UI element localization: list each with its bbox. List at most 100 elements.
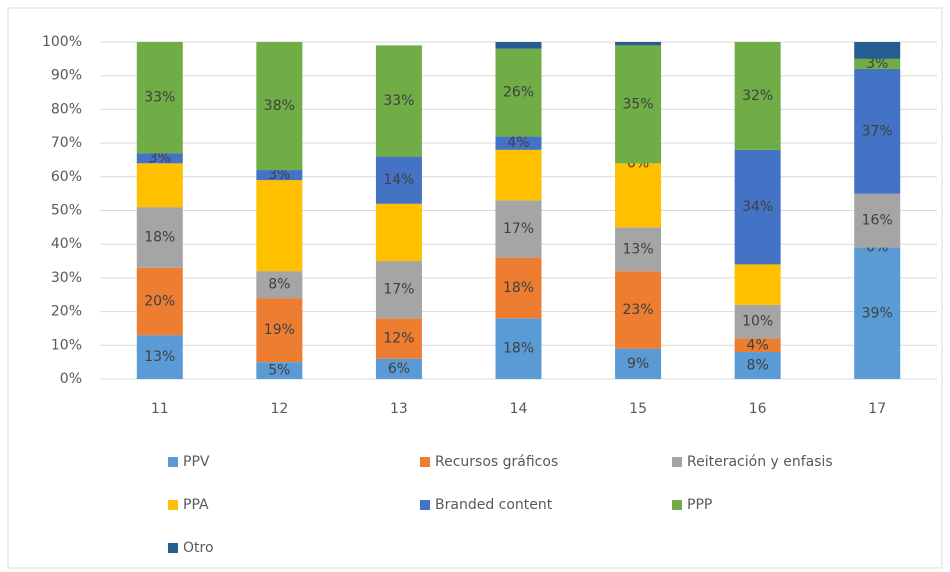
- y-tick-label: 0%: [60, 371, 82, 387]
- data-label: 8%: [268, 277, 290, 293]
- y-tick-label: 10%: [51, 337, 82, 353]
- bar-segment: [615, 348, 662, 379]
- y-tick-label: 20%: [51, 304, 82, 320]
- legend-swatch: [168, 500, 178, 510]
- data-label: 33%: [144, 90, 175, 106]
- y-tick-label: 70%: [51, 135, 82, 151]
- y-tick-label: 30%: [51, 270, 82, 286]
- y-tick-label: 90%: [51, 68, 82, 84]
- data-label: 13%: [623, 241, 654, 257]
- x-tick-label: 16: [749, 401, 767, 417]
- data-label: 3%: [149, 150, 171, 166]
- data-label: 3%: [866, 56, 888, 72]
- bar-segment: [734, 338, 781, 353]
- data-label: 16%: [862, 213, 893, 229]
- bar-segment: [256, 271, 303, 299]
- y-tick-label: 80%: [51, 101, 82, 117]
- bar-segment: [375, 358, 422, 379]
- bar-segment: [734, 264, 781, 305]
- x-tick-label: 14: [510, 401, 528, 417]
- data-label: 18%: [503, 341, 534, 357]
- data-label: 8%: [747, 358, 769, 374]
- bar-segment: [375, 261, 422, 319]
- legend-label: PPP: [687, 497, 712, 513]
- data-label: 9%: [627, 356, 649, 372]
- bar-segment: [375, 203, 422, 262]
- bar-segment: [854, 42, 901, 59]
- bar-segment: [375, 156, 422, 204]
- legend-label: Otro: [183, 540, 214, 556]
- data-label: 26%: [503, 85, 534, 101]
- bar-segment: [495, 136, 542, 150]
- legend-swatch: [168, 457, 178, 467]
- bar-segment: [615, 227, 662, 272]
- data-label: 12%: [383, 331, 414, 347]
- x-tick-label: 15: [629, 401, 647, 417]
- legend-swatch: [168, 543, 178, 553]
- data-label: 17%: [383, 282, 414, 298]
- bar-segment: [495, 42, 542, 49]
- data-label: 14%: [383, 172, 414, 188]
- bar-segment: [495, 149, 542, 201]
- legend-label: Branded content: [435, 497, 553, 513]
- bar-segment: [136, 207, 183, 268]
- legend-swatch: [420, 500, 430, 510]
- y-tick-label: 100%: [42, 34, 82, 50]
- legend-label: Reiteración y enfasis: [687, 454, 833, 470]
- bar-segment: [136, 267, 183, 336]
- data-label: 5%: [268, 363, 290, 379]
- data-label: 33%: [383, 93, 414, 109]
- data-label: 17%: [503, 221, 534, 237]
- data-label: 3%: [268, 167, 290, 183]
- legend-swatch: [672, 500, 682, 510]
- bar-segment: [615, 271, 662, 349]
- bar-segment: [615, 163, 662, 228]
- bar-segment: [495, 200, 542, 258]
- bar-segment: [854, 68, 901, 194]
- legend-swatch: [420, 457, 430, 467]
- y-tick-label: 40%: [51, 236, 82, 252]
- bar-segment: [375, 318, 422, 359]
- bar-segment: [734, 304, 781, 339]
- data-label: 23%: [623, 302, 654, 318]
- x-tick-label: 17: [868, 401, 886, 417]
- bar-segment: [615, 45, 662, 164]
- legend-swatch: [672, 457, 682, 467]
- bar-segment: [854, 58, 901, 69]
- data-label: 35%: [623, 96, 654, 112]
- legend-label: PPA: [183, 497, 209, 513]
- bar-segment: [495, 318, 542, 379]
- bar-segment: [615, 42, 662, 46]
- bar-segment: [256, 362, 303, 379]
- x-tick-label: 13: [390, 401, 408, 417]
- bar-segment: [495, 48, 542, 137]
- y-tick-label: 50%: [51, 203, 82, 219]
- data-label: 10%: [742, 314, 773, 330]
- bar-segment: [256, 298, 303, 363]
- bar-segment: [136, 153, 183, 164]
- bar-segment: [734, 42, 781, 150]
- bar-segment: [136, 42, 183, 154]
- data-label: 4%: [507, 135, 529, 151]
- bar-segment: [256, 170, 303, 181]
- data-label: 18%: [503, 280, 534, 296]
- data-label: 20%: [144, 293, 175, 309]
- bar-segment: [136, 335, 183, 379]
- y-tick-label: 60%: [51, 169, 82, 185]
- bar-segment: [256, 42, 303, 171]
- bar-segment: [375, 45, 422, 157]
- data-label: 4%: [747, 337, 769, 353]
- legend-label: PPV: [183, 454, 210, 470]
- bar-segment: [495, 257, 542, 319]
- x-tick-label: 11: [151, 401, 169, 417]
- bar-segment: [136, 163, 183, 208]
- bar-segment: [854, 247, 901, 379]
- bar-segment: [734, 352, 781, 379]
- data-label: 37%: [862, 123, 893, 139]
- data-label: 13%: [144, 349, 175, 365]
- data-label: 18%: [144, 229, 175, 245]
- data-label: 19%: [264, 322, 295, 338]
- data-label: 34%: [742, 199, 773, 215]
- x-tick-label: 12: [270, 401, 288, 417]
